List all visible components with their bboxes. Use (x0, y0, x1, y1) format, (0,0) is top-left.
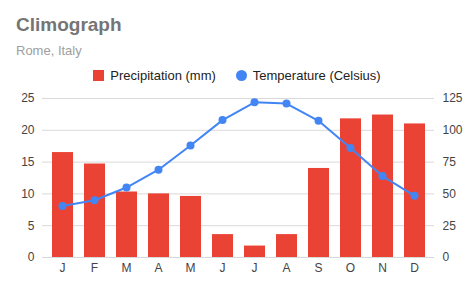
svg-text:0: 0 (443, 250, 450, 264)
svg-text:0: 0 (28, 250, 35, 264)
svg-text:F: F (91, 261, 98, 275)
svg-text:A: A (282, 261, 290, 275)
svg-text:J: J (220, 261, 226, 275)
svg-text:M: M (186, 261, 196, 275)
html-text:Precipitation (mm): Precipitation (mm) (110, 68, 216, 84)
svg-text:O: O (346, 261, 355, 275)
svg-text:10: 10 (21, 187, 35, 201)
svg-text:25: 25 (21, 91, 35, 105)
svg-text:N: N (378, 261, 387, 275)
svg-text:100: 100 (443, 123, 463, 137)
svg-text:5: 5 (28, 219, 35, 233)
svg-text:M: M (122, 261, 132, 275)
svg-text:15: 15 (21, 155, 35, 169)
svg-text:D: D (410, 261, 419, 275)
svg-text:20: 20 (21, 123, 35, 137)
html-text:Rome, Italy: Rome, Italy (16, 43, 82, 58)
svg-text:A: A (154, 261, 162, 275)
svg-text:50: 50 (443, 187, 457, 201)
svg-text:J: J (252, 261, 258, 275)
svg-text:25: 25 (443, 219, 457, 233)
svg-text:S: S (314, 261, 322, 275)
html-text:Climograph: Climograph (16, 14, 122, 35)
html-text:Temperature (Celsius): Temperature (Celsius) (252, 68, 381, 84)
svg-text:75: 75 (443, 155, 457, 169)
svg-text:125: 125 (443, 91, 463, 105)
svg-text:J: J (60, 261, 66, 275)
